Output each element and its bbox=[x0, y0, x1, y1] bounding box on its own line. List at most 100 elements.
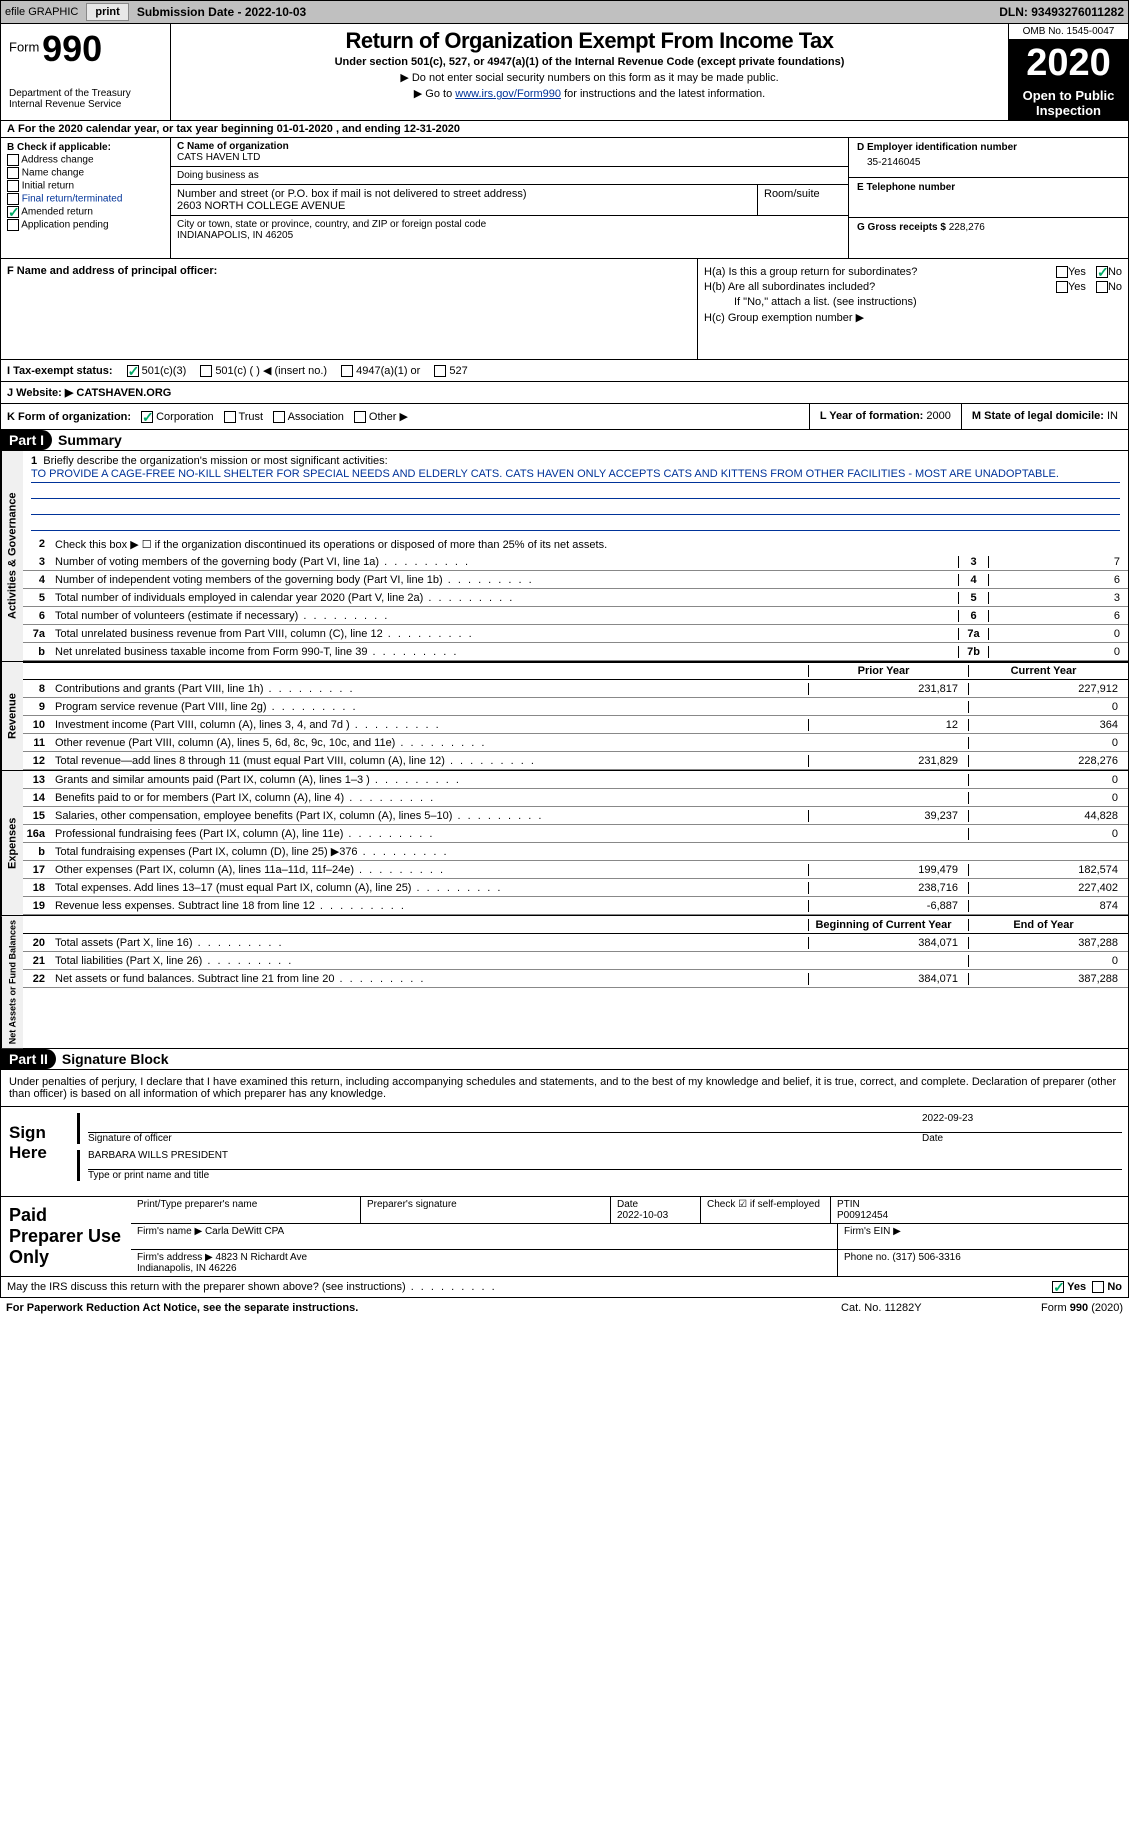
opt-501c3[interactable]: 501(c)(3) bbox=[127, 365, 187, 377]
may-no[interactable]: No bbox=[1092, 1281, 1122, 1293]
hb-no[interactable]: No bbox=[1096, 281, 1122, 293]
street-label: Number and street (or P.O. box if mail i… bbox=[177, 188, 751, 200]
summary-line: 15Salaries, other compensation, employee… bbox=[23, 807, 1128, 825]
summary-line: 12Total revenue—add lines 8 through 11 (… bbox=[23, 752, 1128, 770]
chk-application-pending[interactable]: Application pending bbox=[7, 219, 164, 231]
sign-here-label: Sign Here bbox=[1, 1107, 71, 1196]
subtitle: Under section 501(c), 527, or 4947(a)(1)… bbox=[179, 56, 1000, 68]
summary-line: 17Other expenses (Part IX, column (A), l… bbox=[23, 861, 1128, 879]
dept-treasury: Department of the Treasury Internal Reve… bbox=[9, 88, 162, 110]
room-suite-label: Room/suite bbox=[758, 185, 848, 215]
chk-final-return[interactable]: Final return/terminated bbox=[7, 193, 164, 205]
summary-line: 14Benefits paid to or for members (Part … bbox=[23, 789, 1128, 807]
opt-association[interactable]: Association bbox=[273, 411, 344, 423]
mission-label: Briefly describe the organization's miss… bbox=[43, 455, 387, 467]
domicile-state: IN bbox=[1107, 410, 1118, 422]
city-label: City or town, state or province, country… bbox=[177, 219, 842, 230]
org-name: CATS HAVEN LTD bbox=[177, 152, 842, 163]
may-irs-discuss: May the IRS discuss this return with the… bbox=[7, 1281, 1052, 1293]
firm-name: Carla DeWitt CPA bbox=[205, 1226, 284, 1237]
phone-label: E Telephone number bbox=[857, 182, 1120, 193]
city-value: INDIANAPOLIS, IN 46205 bbox=[177, 230, 842, 241]
hb-yes[interactable]: Yes bbox=[1056, 281, 1086, 293]
opt-4947[interactable]: 4947(a)(1) or bbox=[341, 365, 420, 377]
form-header: Form 990 Department of the Treasury Inte… bbox=[0, 24, 1129, 121]
gross-receipts-label: G Gross receipts $ bbox=[857, 222, 946, 233]
summary-line: 9Program service revenue (Part VIII, lin… bbox=[23, 698, 1128, 716]
omb-number: OMB No. 1545-0047 bbox=[1009, 24, 1128, 40]
chk-amended-return[interactable]: Amended return bbox=[7, 206, 164, 218]
firm-ein-label: Firm's EIN ▶ bbox=[838, 1224, 1128, 1249]
ha-yes[interactable]: Yes bbox=[1056, 266, 1086, 278]
org-name-label: C Name of organization bbox=[177, 141, 842, 152]
form990-link[interactable]: www.irs.gov/Form990 bbox=[455, 88, 561, 100]
top-toolbar: efile GRAPHIC print Submission Date - 20… bbox=[0, 0, 1129, 24]
website-value: CATSHAVEN.ORG bbox=[73, 387, 171, 399]
section-f-h: F Name and address of principal officer:… bbox=[0, 259, 1129, 360]
section-c: C Name of organization CATS HAVEN LTD Do… bbox=[171, 138, 848, 258]
form-title-block: Return of Organization Exempt From Incom… bbox=[171, 24, 1008, 120]
tax-year: 2020 bbox=[1009, 40, 1128, 86]
opt-other[interactable]: Other ▶ bbox=[354, 410, 408, 423]
chk-initial-return[interactable]: Initial return bbox=[7, 180, 164, 192]
opt-trust[interactable]: Trust bbox=[224, 411, 264, 423]
dba-label: Doing business as bbox=[171, 167, 848, 185]
self-employed[interactable]: Check ☑ if self-employed bbox=[701, 1197, 831, 1223]
part1-title: Summary bbox=[52, 430, 134, 450]
cat-number: Cat. No. 11282Y bbox=[841, 1302, 1041, 1314]
sig-date: 2022-09-23 bbox=[922, 1113, 1122, 1132]
summary-line: bNet unrelated business taxable income f… bbox=[23, 643, 1128, 661]
type-name-label: Type or print name and title bbox=[88, 1170, 1122, 1181]
mission-text: TO PROVIDE A CAGE-FREE NO-KILL SHELTER F… bbox=[31, 467, 1120, 483]
summary-line: 8Contributions and grants (Part VIII, li… bbox=[23, 680, 1128, 698]
prep-sig-label: Preparer's signature bbox=[361, 1197, 611, 1223]
dln-number: DLN: 93493276011282 bbox=[999, 5, 1124, 19]
prep-name-label: Print/Type preparer's name bbox=[131, 1197, 361, 1223]
chk-name-change[interactable]: Name change bbox=[7, 167, 164, 179]
perjury-statement: Under penalties of perjury, I declare th… bbox=[0, 1070, 1129, 1107]
ha-no[interactable]: No bbox=[1096, 266, 1122, 278]
form-id-block: Form 990 Department of the Treasury Inte… bbox=[1, 24, 171, 120]
firm-phone: (317) 506-3316 bbox=[892, 1252, 960, 1263]
section-b: B Check if applicable: Address change Na… bbox=[1, 138, 171, 258]
summary-line: 10Investment income (Part VIII, column (… bbox=[23, 716, 1128, 734]
summary-line: 7aTotal unrelated business revenue from … bbox=[23, 625, 1128, 643]
date-label: Date bbox=[922, 1133, 1122, 1144]
summary-line: 5Total number of individuals employed in… bbox=[23, 589, 1128, 607]
main-title: Return of Organization Exempt From Incom… bbox=[179, 28, 1000, 54]
section-deg: D Employer identification number 35-2146… bbox=[848, 138, 1128, 258]
hb-label: H(b) Are all subordinates included? bbox=[704, 281, 875, 293]
chk-address-change[interactable]: Address change bbox=[7, 154, 164, 166]
print-button[interactable]: print bbox=[86, 3, 128, 21]
summary-line: 21Total liabilities (Part X, line 26)0 bbox=[23, 952, 1128, 970]
pra-notice: For Paperwork Reduction Act Notice, see … bbox=[6, 1302, 841, 1314]
vert-revenue: Revenue bbox=[1, 662, 23, 770]
ein-value: 35-2146045 bbox=[857, 157, 1120, 168]
instruction-ssn: ▶ Do not enter social security numbers o… bbox=[179, 71, 1000, 84]
year-formation: 2000 bbox=[926, 410, 950, 422]
opt-corporation[interactable]: Corporation bbox=[141, 411, 214, 423]
summary-line: 13Grants and similar amounts paid (Part … bbox=[23, 771, 1128, 789]
paid-preparer-label: Paid Preparer Use Only bbox=[1, 1197, 131, 1276]
summary-line: 4Number of independent voting members of… bbox=[23, 571, 1128, 589]
row-i-tax-status: I Tax-exempt status: 501(c)(3) 501(c) ( … bbox=[0, 360, 1129, 382]
sig-officer-label: Signature of officer bbox=[88, 1133, 922, 1144]
form-label: Form bbox=[9, 40, 39, 55]
col-end: End of Year bbox=[968, 919, 1128, 931]
part1-header: Part I bbox=[1, 430, 52, 450]
instruction-goto: ▶ Go to www.irs.gov/Form990 for instruct… bbox=[179, 87, 1000, 100]
form-number: 990 bbox=[42, 28, 102, 70]
line2: Check this box ▶ ☐ if the organization d… bbox=[51, 537, 1128, 552]
may-yes[interactable]: Yes bbox=[1052, 1281, 1086, 1293]
opt-501c[interactable]: 501(c) ( ) ◀ (insert no.) bbox=[200, 364, 327, 377]
submission-date: Submission Date - 2022-10-03 bbox=[137, 5, 306, 19]
col-current-year: Current Year bbox=[968, 665, 1128, 677]
summary-line: 19Revenue less expenses. Subtract line 1… bbox=[23, 897, 1128, 915]
tax-year-line: A For the 2020 calendar year, or tax yea… bbox=[0, 121, 1129, 138]
hc-label: H(c) Group exemption number ▶ bbox=[704, 311, 1122, 324]
hb-note: If "No," attach a list. (see instruction… bbox=[704, 296, 1122, 308]
opt-527[interactable]: 527 bbox=[434, 365, 467, 377]
section-b-heading: B Check if applicable: bbox=[7, 142, 164, 153]
efile-graphic-label: efile GRAPHIC bbox=[5, 6, 78, 18]
row-j-website: J Website: ▶ CATSHAVEN.ORG bbox=[0, 382, 1129, 404]
